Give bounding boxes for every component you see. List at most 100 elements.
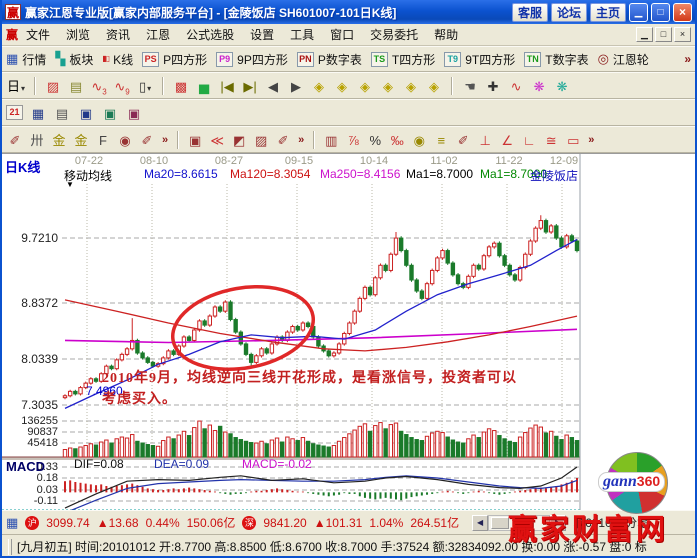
gann-diamond-6-button[interactable]: ◈ <box>425 77 443 95</box>
ray-fan-button[interactable]: ≪ <box>210 132 224 148</box>
t-square-label: T四方形 <box>391 52 436 67</box>
hatch-box-button[interactable]: ▨ <box>254 132 268 148</box>
mdi-restore-icon[interactable]: □ <box>655 27 672 42</box>
period-day-button[interactable]: 日▾ <box>6 77 26 95</box>
page-next-button[interactable]: ▶ <box>287 77 305 95</box>
p-square-button[interactable]: PS P四方形 <box>142 51 207 68</box>
draw-group-overflow-icon[interactable]: » <box>588 133 595 146</box>
service-button[interactable]: 客服 <box>512 2 548 22</box>
angle-pen-button[interactable]: ✐ <box>457 132 469 148</box>
candle-style-button[interactable]: ▯▾ <box>136 77 154 95</box>
scroll-track[interactable] <box>488 514 551 531</box>
notes-button[interactable]: ▤ <box>55 105 69 121</box>
percent-78-button[interactable]: ⅞ <box>347 132 359 148</box>
tick-data-tab[interactable]: 收601007分笔 <box>573 516 650 530</box>
permille-button[interactable]: ‰ <box>390 132 404 148</box>
save-disk-button[interactable]: ▣ <box>79 105 93 121</box>
gann-grid-2-button[interactable]: 金 <box>74 132 88 148</box>
wave-3-button[interactable]: ∿3 <box>90 77 108 97</box>
gann-diamond-5-button[interactable]: ◈ <box>402 77 420 95</box>
flower-teal-button[interactable]: ❋ <box>553 77 571 95</box>
flower-magenta-button[interactable]: ❋ <box>530 77 548 95</box>
save-export-button[interactable]: ▣ <box>127 105 141 121</box>
gann-grid-1-button[interactable]: 金 <box>52 132 66 148</box>
histogram-tool-button[interactable]: ▅ <box>195 77 213 95</box>
forum-button[interactable]: 论坛 <box>551 2 587 22</box>
pattern-box-button[interactable]: ▩ <box>172 77 190 95</box>
maximize-icon[interactable]: □ <box>651 2 670 22</box>
sectors-button[interactable]: ▚ 板块 <box>55 51 93 68</box>
menu-item-5[interactable]: 设置 <box>250 28 275 42</box>
menu-item-4[interactable]: 公式选股 <box>186 28 235 42</box>
zigzag-tool-button[interactable]: ∿ <box>507 77 525 95</box>
shaded-box-button[interactable]: ◩ <box>232 132 246 148</box>
gann-diamond-3-icon: ◈ <box>360 78 371 94</box>
draw-group-overflow-icon[interactable]: » <box>298 133 305 146</box>
scroll-left-icon[interactable]: ◀ <box>472 514 489 531</box>
circle-tool-button[interactable]: ◉ <box>119 132 131 148</box>
rect-tool-button[interactable]: ▭ <box>567 132 580 148</box>
congruent-tool-button[interactable]: ≅ <box>545 132 557 148</box>
t-table-button[interactable]: TN T数字表 <box>524 51 589 68</box>
menu-item-3[interactable]: 江恩 <box>146 28 171 42</box>
quotes-label: 行情 <box>22 52 47 67</box>
p-table-button[interactable]: PN P数字表 <box>296 51 362 68</box>
gann-diamond-1-button[interactable]: ◈ <box>310 77 328 95</box>
pattern-tool-button[interactable]: ▨ <box>44 77 62 95</box>
horizontal-scrollbar[interactable]: ◀ ▶ <box>472 514 567 531</box>
goto-last-button[interactable]: ▶| <box>241 77 259 95</box>
draw-pen-button[interactable]: ✐ <box>9 132 21 148</box>
draw-group-overflow-icon[interactable]: » <box>162 133 169 146</box>
crosshair-tool-button[interactable]: ✚ <box>484 77 502 95</box>
9t-square-button[interactable]: T9 9T四方形 <box>444 51 515 68</box>
menu-item-2[interactable]: 资讯 <box>106 28 131 42</box>
gann-circle-button[interactable]: ◉ <box>413 132 425 148</box>
angle-tool-button[interactable]: ∠ <box>501 132 514 148</box>
menu-item-1[interactable]: 浏览 <box>66 28 91 42</box>
grid-icon[interactable]: ▦ <box>6 514 19 530</box>
box-tool-button[interactable]: ▣ <box>188 132 202 148</box>
menu-item-8[interactable]: 交易委托 <box>370 28 419 42</box>
close-icon[interactable]: × <box>673 2 692 22</box>
mdi-minimize-icon[interactable]: ▁ <box>636 27 653 42</box>
level-lines-button[interactable]: ≡ <box>437 132 446 148</box>
menu-item-7[interactable]: 窗口 <box>330 28 355 42</box>
gann-diamond-3-button[interactable]: ◈ <box>356 77 374 95</box>
gann-wheel-button[interactable]: ◎ 江恩轮 <box>598 51 649 68</box>
gann-diamond-2-button[interactable]: ◈ <box>333 77 351 95</box>
menu-item-6[interactable]: 工具 <box>290 28 315 42</box>
goto-first-button[interactable]: |◀ <box>218 77 236 95</box>
corner-tool-button[interactable]: ∟ <box>522 132 536 148</box>
wave-9-button[interactable]: ∿9 <box>113 77 131 97</box>
mdi-close-icon[interactable]: × <box>674 27 691 42</box>
percent-button[interactable]: % <box>369 132 382 148</box>
hand-tool-button[interactable]: ☚ <box>461 77 479 95</box>
info-panel-button[interactable]: ▤ <box>67 77 85 95</box>
scroll-right-icon[interactable]: ▶ <box>550 514 567 531</box>
9p-square-button[interactable]: P9 9P四方形 <box>216 51 288 68</box>
marker-pen-button[interactable]: ✐ <box>141 132 153 148</box>
scroll-thumb[interactable] <box>491 516 510 529</box>
calculator-button[interactable]: ▦ <box>31 105 45 121</box>
home-button[interactable]: 主页 <box>590 2 626 22</box>
fib-grid-button[interactable]: F <box>99 132 107 148</box>
calendar-button[interactable]: 21 <box>6 105 23 120</box>
toolbar-overflow-icon[interactable]: » <box>684 52 691 66</box>
minimize-icon[interactable]: ▁ <box>629 2 648 22</box>
grid-lines-button[interactable]: 卅 <box>30 132 44 148</box>
perpendicular-button[interactable]: ⊥ <box>479 132 491 148</box>
menu-item-0[interactable]: 文件 <box>26 28 51 42</box>
quotes-button[interactable]: ▦ 行情 <box>6 51 46 68</box>
kline-button[interactable]: ▮▯ K线 <box>102 51 133 68</box>
info-panel-icon: ▤ <box>69 78 83 94</box>
kline-chart-panel[interactable]: 日K线 ▼ 07-22 08-10 08-27 09-15 10-14 11-02 11-2… <box>2 153 695 511</box>
save-sync-button[interactable]: ▣ <box>103 105 117 121</box>
menu-item-9[interactable]: 帮助 <box>434 28 459 42</box>
gann-diamond-4-button[interactable]: ◈ <box>379 77 397 95</box>
t-square-button[interactable]: TS T四方形 <box>370 51 436 68</box>
ruler-tool-button[interactable]: ▥ <box>325 132 338 148</box>
page-prev-button[interactable]: ◀ <box>264 77 282 95</box>
toolbar-separator <box>162 76 165 95</box>
macd-hist-value: MACD=-0.02 <box>242 457 312 471</box>
sketch-pen-button[interactable]: ✐ <box>277 132 289 148</box>
